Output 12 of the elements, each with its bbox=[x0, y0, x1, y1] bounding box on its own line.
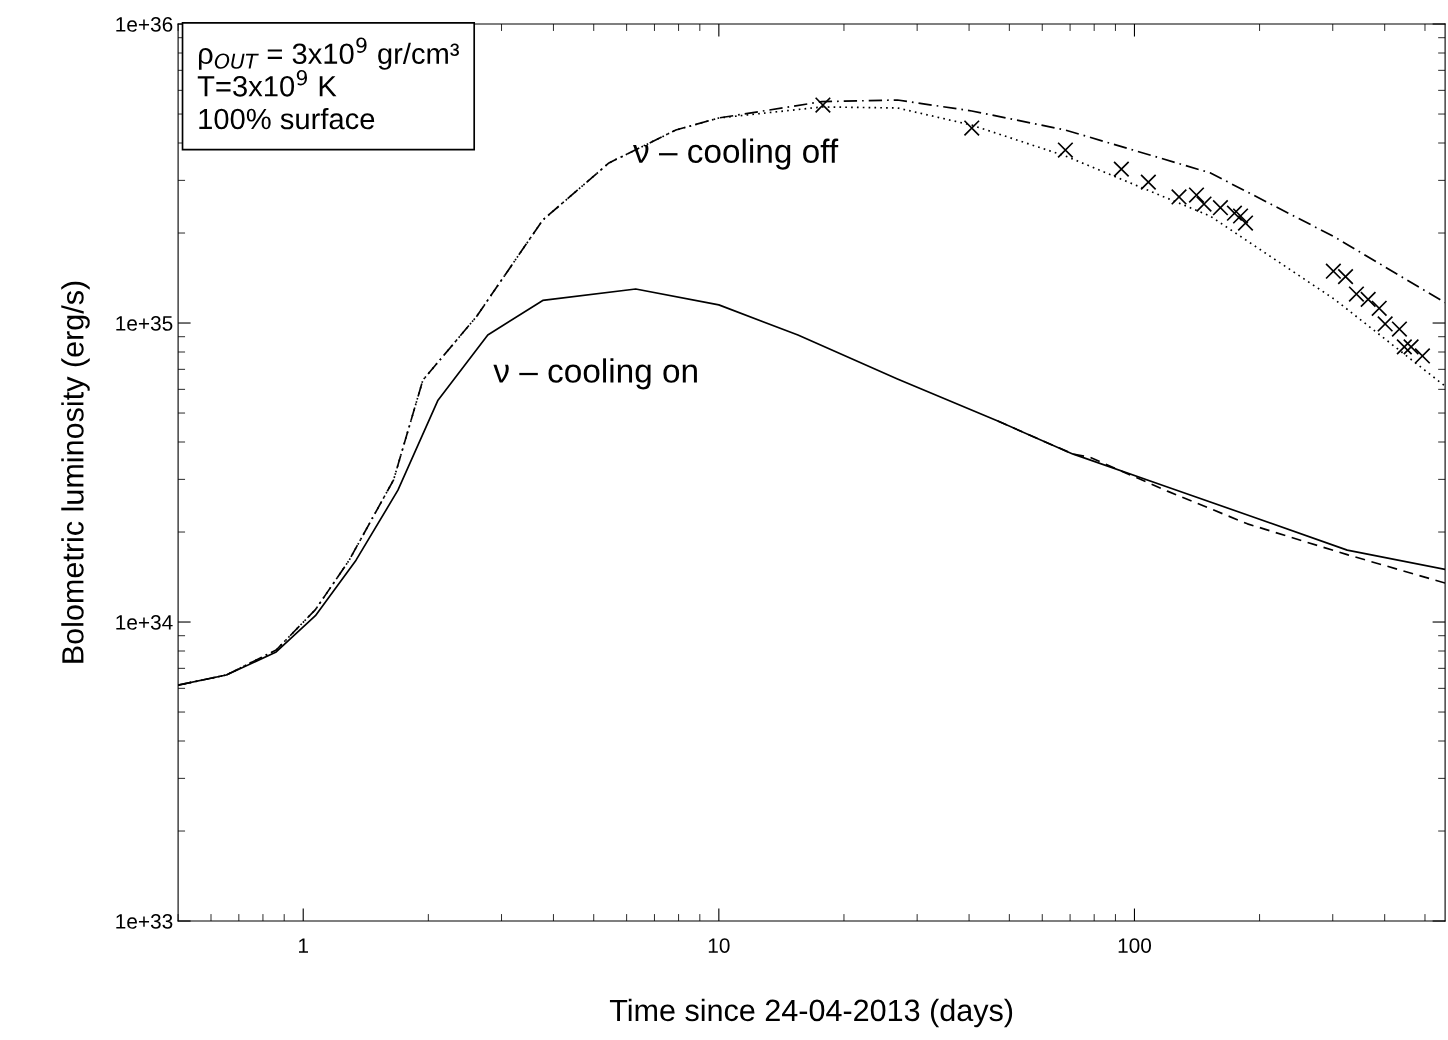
y-tick-label: 1e+36 bbox=[116, 17, 173, 32]
y-axis-title: Bolometric luminosity (erg/s) bbox=[61, 281, 90, 663]
x-tick-label: 10 bbox=[708, 938, 730, 953]
annotation: ν – cooling off bbox=[633, 138, 839, 170]
annotation: ν – cooling on bbox=[493, 358, 697, 390]
y-tick-label: 1e+34 bbox=[116, 615, 173, 630]
x-tick-label: 1 bbox=[299, 938, 308, 953]
x-tick-label: 100 bbox=[1118, 938, 1152, 953]
y-tick-label: 1e+33 bbox=[116, 914, 173, 929]
y-tick-label: 1e+35 bbox=[116, 316, 173, 331]
text: ρ$_{OUT}$ = 3x10$^{9}$ gr/cm³ T=3x10$^{9}$ K 100% surface bbox=[197, 37, 459, 130]
x-axis-title: Time since 24-04-2013 (days) bbox=[609, 998, 1013, 1028]
